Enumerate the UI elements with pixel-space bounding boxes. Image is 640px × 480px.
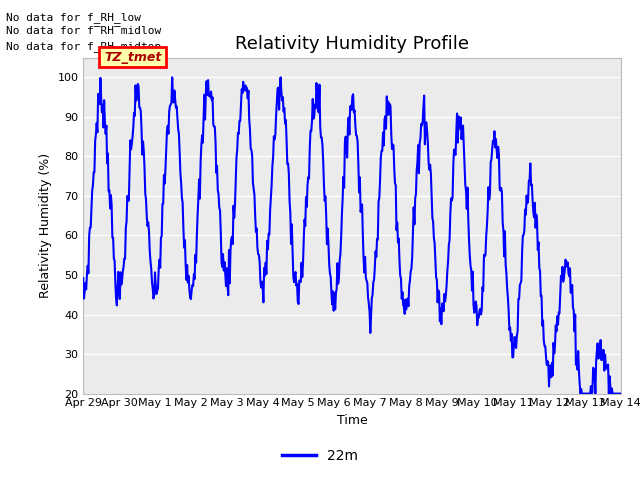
- Text: TZ_tmet: TZ_tmet: [104, 50, 161, 64]
- X-axis label: Time: Time: [337, 414, 367, 427]
- Title: Relativity Humidity Profile: Relativity Humidity Profile: [235, 35, 469, 53]
- Text: No data for f_RH_midtop: No data for f_RH_midtop: [6, 41, 162, 52]
- Text: No data for f_RH_low: No data for f_RH_low: [6, 12, 141, 23]
- Legend: 22m: 22m: [276, 443, 364, 468]
- Text: No data for f̅RH̅midlow: No data for f̅RH̅midlow: [6, 26, 162, 36]
- Y-axis label: Relativity Humidity (%): Relativity Humidity (%): [39, 153, 52, 298]
